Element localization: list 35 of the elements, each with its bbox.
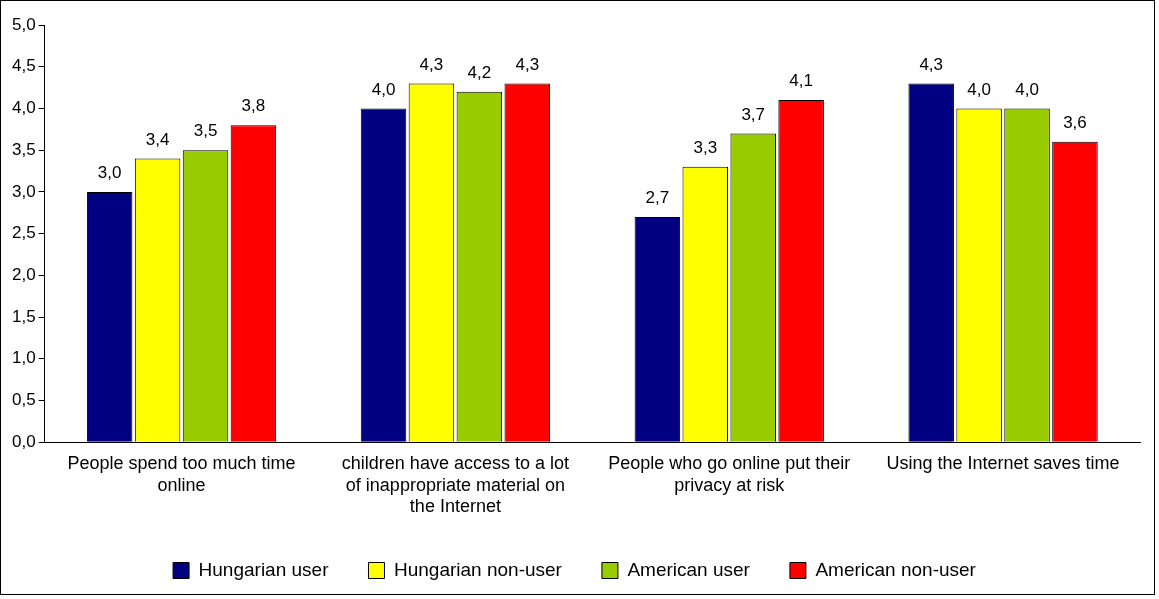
y-tick-label: 3,5	[11, 139, 36, 159]
y-tick-label: 4,5	[11, 56, 36, 76]
data-label: 4,2	[467, 62, 492, 82]
data-label: 3,7	[741, 104, 766, 124]
data-label: 4,3	[919, 54, 944, 74]
data-label: 4,3	[419, 54, 444, 74]
y-tick-label: 3,0	[11, 181, 36, 201]
x-tick-label: People who go online put their privacy at risk	[608, 452, 851, 495]
y-tick-label: 0,0	[11, 431, 36, 451]
data-label: 2,7	[645, 188, 670, 208]
legend-label: American non-user	[815, 558, 977, 580]
data-label: 4,0	[1015, 79, 1039, 99]
data-label: 3,8	[241, 96, 266, 116]
data-label: 4,3	[515, 54, 540, 74]
x-tick-label: children have access to a lot of inappropriate material on the Internet	[341, 452, 569, 517]
data-label: 3,0	[97, 163, 122, 183]
y-tick-label: 0,5	[11, 390, 36, 410]
data-label: 3,4	[145, 129, 170, 149]
legend-label: Hungarian user	[198, 558, 330, 580]
y-tick-label: 4,0	[11, 98, 36, 118]
x-tick-label: People spend too much time online	[67, 452, 296, 495]
y-tick-label: 1,5	[11, 306, 36, 326]
data-label: 4,1	[789, 71, 813, 91]
data-label: 3,6	[1063, 113, 1087, 132]
data-label: 4,0	[967, 79, 991, 99]
x-tick-label: Using the Internet saves time	[886, 452, 1120, 473]
data-label: 3,5	[193, 121, 218, 141]
data-label: 3,3	[693, 138, 718, 158]
y-tick-label: 5,0	[11, 14, 36, 34]
data-label: 4,0	[371, 79, 396, 99]
legend-label: Hungarian non-user	[393, 558, 563, 580]
y-tick-label: 2,5	[11, 223, 36, 243]
y-tick-label: 2,0	[11, 265, 36, 285]
legend-label: American user	[627, 558, 751, 580]
y-tick-label: 1,0	[11, 348, 36, 368]
